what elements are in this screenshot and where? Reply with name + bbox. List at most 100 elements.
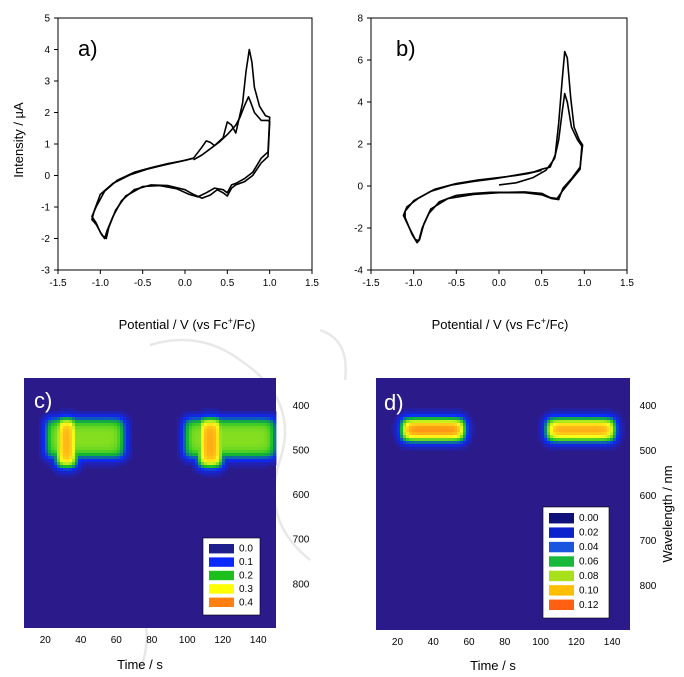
heatmap-cell xyxy=(189,453,192,456)
heatmap-cell xyxy=(436,447,439,450)
heatmap-cell xyxy=(270,414,273,417)
heatmap-cell xyxy=(544,438,547,441)
heatmap-cell xyxy=(252,462,255,465)
heatmap-cell xyxy=(222,438,225,441)
heatmap-cell xyxy=(39,426,42,429)
heatmap-cell xyxy=(550,435,553,438)
heatmap-cell xyxy=(460,444,463,447)
heatmap-cell xyxy=(186,441,189,444)
heatmap-cell xyxy=(433,435,436,438)
heatmap-cell xyxy=(451,429,454,432)
heatmap-cell xyxy=(63,435,66,438)
heatmap-cell xyxy=(403,417,406,420)
heatmap-cell xyxy=(48,450,51,453)
heatmap-cell xyxy=(267,462,270,465)
heatmap-cell xyxy=(442,435,445,438)
heatmap-cell xyxy=(84,438,87,441)
heatmap-cell xyxy=(207,420,210,423)
wavelength-tick-label: 700 xyxy=(293,535,310,546)
heatmap-cell xyxy=(231,447,234,450)
heatmap-cell xyxy=(406,414,409,417)
heatmap-cell xyxy=(622,429,625,432)
heatmap-cell xyxy=(454,447,457,450)
heatmap-cell xyxy=(84,417,87,420)
heatmap-cell xyxy=(565,423,568,426)
heatmap-cell xyxy=(610,441,613,444)
heatmap-cell xyxy=(105,450,108,453)
heatmap-cell xyxy=(111,411,114,414)
heatmap-cell xyxy=(45,447,48,450)
heatmap-cell xyxy=(427,432,430,435)
heatmap-cell xyxy=(57,459,60,462)
y-tick-label: 0 xyxy=(44,171,50,182)
heatmap-cell xyxy=(186,420,189,423)
heatmap-cell xyxy=(195,453,198,456)
heatmap-cell xyxy=(72,420,75,423)
heatmap-cell xyxy=(48,459,51,462)
heatmap-cell xyxy=(448,420,451,423)
heatmap-cell xyxy=(601,417,604,420)
heatmap-cell xyxy=(111,450,114,453)
heatmap-cell xyxy=(469,423,472,426)
heatmap-cell xyxy=(192,432,195,435)
heatmap-cell xyxy=(595,408,598,411)
heatmap-cell xyxy=(240,429,243,432)
heatmap-cell xyxy=(568,435,571,438)
heatmap-cell xyxy=(595,444,598,447)
heatmap-cell xyxy=(430,420,433,423)
heatmap-cell xyxy=(198,423,201,426)
heatmap-cell xyxy=(177,426,180,429)
heatmap-cell xyxy=(189,417,192,420)
heatmap-cell xyxy=(216,408,219,411)
heatmap-cell xyxy=(249,459,252,462)
heatmap-cell xyxy=(201,459,204,462)
heatmap-cell xyxy=(204,408,207,411)
heatmap-cell xyxy=(589,447,592,450)
heatmap-cell xyxy=(102,435,105,438)
heatmap-cell xyxy=(114,450,117,453)
heatmap-cell xyxy=(129,432,132,435)
heatmap-cell xyxy=(219,441,222,444)
heatmap-cell xyxy=(198,414,201,417)
heatmap-cell xyxy=(114,453,117,456)
heatmap-cell xyxy=(273,438,276,441)
heatmap-cell xyxy=(108,438,111,441)
heatmap-cell xyxy=(445,447,448,450)
heatmap-cell xyxy=(234,459,237,462)
heatmap-cell xyxy=(616,423,619,426)
heatmap-cell xyxy=(243,462,246,465)
heatmap-cell xyxy=(96,435,99,438)
heatmap-cell xyxy=(436,444,439,447)
heatmap-cell xyxy=(90,456,93,459)
heatmap-cell xyxy=(249,432,252,435)
heatmap-cell xyxy=(457,420,460,423)
heatmap-cell xyxy=(270,426,273,429)
heatmap-cell xyxy=(63,459,66,462)
heatmap-cell xyxy=(406,408,409,411)
heatmap-cell xyxy=(213,459,216,462)
heatmap-cell xyxy=(246,423,249,426)
heatmap-cell xyxy=(183,417,186,420)
heatmap-cell xyxy=(105,435,108,438)
heatmap-cell xyxy=(39,453,42,456)
cv-trace-2 xyxy=(405,52,582,243)
heatmap-cell xyxy=(201,435,204,438)
heatmap-cell xyxy=(105,453,108,456)
heatmap-cell xyxy=(51,432,54,435)
heatmap-cell xyxy=(267,411,270,414)
heatmap-cell xyxy=(60,468,63,471)
heatmap-cell xyxy=(421,429,424,432)
heatmap-cell xyxy=(412,417,415,420)
heatmap-cell xyxy=(216,432,219,435)
heatmap-cell xyxy=(87,414,90,417)
heatmap-cell xyxy=(117,441,120,444)
heatmap-cell xyxy=(123,411,126,414)
heatmap-cell xyxy=(45,438,48,441)
heatmap-cell xyxy=(210,420,213,423)
heatmap-cell xyxy=(111,435,114,438)
heatmap-cell xyxy=(45,414,48,417)
heatmap-cell xyxy=(192,450,195,453)
y-tick-label: -2 xyxy=(41,234,50,245)
heatmap-cell xyxy=(114,456,117,459)
heatmap-cell xyxy=(252,447,255,450)
